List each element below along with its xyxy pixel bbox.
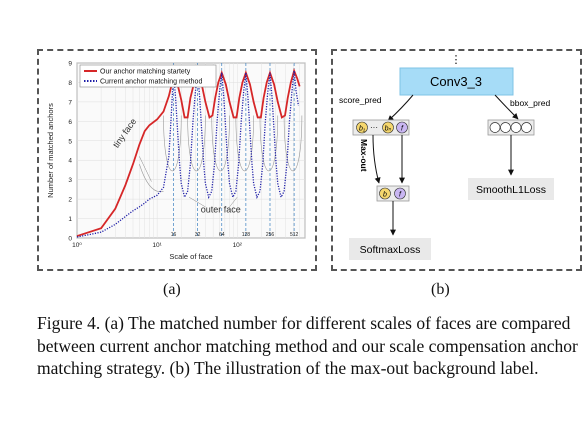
annotation-outer-face: outer face	[201, 205, 241, 215]
matched-anchors-chart: 16 32 64 128 256 512 0 1 2 3 4 5 6 7 8 9 10⁰ 10¹ 10² Scal…	[46, 61, 306, 261]
helper-loop	[139, 164, 164, 193]
score-node-group	[352, 119, 410, 136]
node-dots: ···	[370, 123, 378, 132]
top-dots: ⋮	[451, 54, 462, 66]
vline-layer: 16 32 64 128 256 512	[171, 63, 299, 238]
vline-label: 32	[195, 232, 201, 238]
smoothl1-loss-box	[468, 178, 554, 200]
vline-label: 16	[171, 232, 177, 238]
node-f	[396, 121, 408, 134]
vline-label: 64	[219, 232, 225, 238]
conv3-3-label: Conv3_3	[430, 74, 482, 89]
panel-a: 16 32 64 128 256 512 0 1 2 3 4 5 6 7 8 9 10⁰ 10¹ 10² Scal…	[37, 49, 317, 271]
figure-caption: Figure 4. (a) The matched number for dif…	[37, 313, 578, 378]
x-tick-label: 10⁰	[72, 242, 82, 249]
bbox-node-3	[510, 122, 522, 133]
panel-b-label: (b)	[431, 281, 450, 298]
y-tick-label: 4	[68, 158, 72, 165]
series-layer	[76, 67, 301, 238]
node-b1-label: b₁	[359, 126, 366, 133]
node-f-out-label: f	[399, 192, 402, 199]
maxout-diagram: ⋮ Conv3_3 score_pred bbox_pred b₁ ··· bₙ…	[339, 54, 554, 260]
y-tick-label: 1	[68, 216, 72, 223]
annotation-pointer	[229, 197, 238, 208]
panel-b: ⋮ Conv3_3 score_pred bbox_pred b₁ ··· bₙ…	[331, 49, 582, 271]
arrow-to-score	[387, 94, 414, 122]
y-tick-label: 2	[68, 197, 72, 204]
x-axis-label: Scale of face	[169, 252, 212, 261]
y-tick-label: 0	[68, 236, 72, 243]
score-pred-label: score_pred	[339, 95, 382, 105]
y-tick-label: 8	[68, 80, 72, 87]
series-line-current	[76, 70, 300, 238]
arrow-maxout	[372, 134, 381, 184]
bbox-node-2	[500, 122, 511, 133]
node-b-out	[379, 187, 391, 200]
y-tick-label: 7	[68, 99, 72, 106]
legend-box	[79, 64, 217, 88]
legend: Our anchor matching startety Current anc…	[79, 64, 217, 88]
y-tick-label: 6	[68, 119, 72, 126]
node-bn	[382, 121, 394, 134]
series-line-ours	[76, 67, 301, 237]
annotation-pointer	[139, 156, 152, 182]
grid-layer	[76, 62, 306, 239]
x-tick-label: 10¹	[152, 242, 162, 249]
bbox-node-4	[521, 122, 532, 133]
y-axis-label: Number of matched anchors	[46, 103, 55, 198]
bbox-pred-label: bbox_pred	[510, 98, 550, 108]
annotation-pointer	[188, 196, 206, 208]
vline-label: 128	[242, 232, 251, 238]
legend-entry-current: Current anchor matching method	[100, 79, 202, 86]
node-b-out-label: b	[383, 192, 387, 199]
arrow-to-bbox	[494, 94, 519, 120]
maxout-label: Max-out	[359, 139, 369, 172]
panel-a-label: (a)	[163, 281, 181, 298]
y-tick-label: 5	[68, 138, 72, 145]
vline-label: 512	[290, 232, 299, 238]
legend-entry-ours: Our anchor matching startety	[100, 69, 191, 76]
node-bn-label: bₙ	[385, 126, 392, 133]
conv3-3-box	[399, 67, 514, 96]
node-b1	[356, 121, 368, 134]
node-f-out	[394, 187, 406, 200]
x-tick-label: 10²	[233, 242, 243, 249]
tick-layer: 0 1 2 3 4 5 6 7 8 9 10⁰ 10¹ 10²	[68, 61, 242, 250]
softmax-loss-label: SoftmaxLoss	[360, 244, 421, 256]
softmax-loss-box	[349, 238, 431, 260]
bbox-node-1	[489, 122, 501, 133]
y-tick-label: 9	[68, 61, 72, 68]
smoothl1-loss-label: SmoothL1Loss	[476, 184, 546, 196]
y-tick-label: 3	[68, 177, 72, 184]
plot-frame	[76, 62, 306, 239]
node-f-label: f	[401, 126, 404, 133]
vline-label: 256	[266, 232, 275, 238]
